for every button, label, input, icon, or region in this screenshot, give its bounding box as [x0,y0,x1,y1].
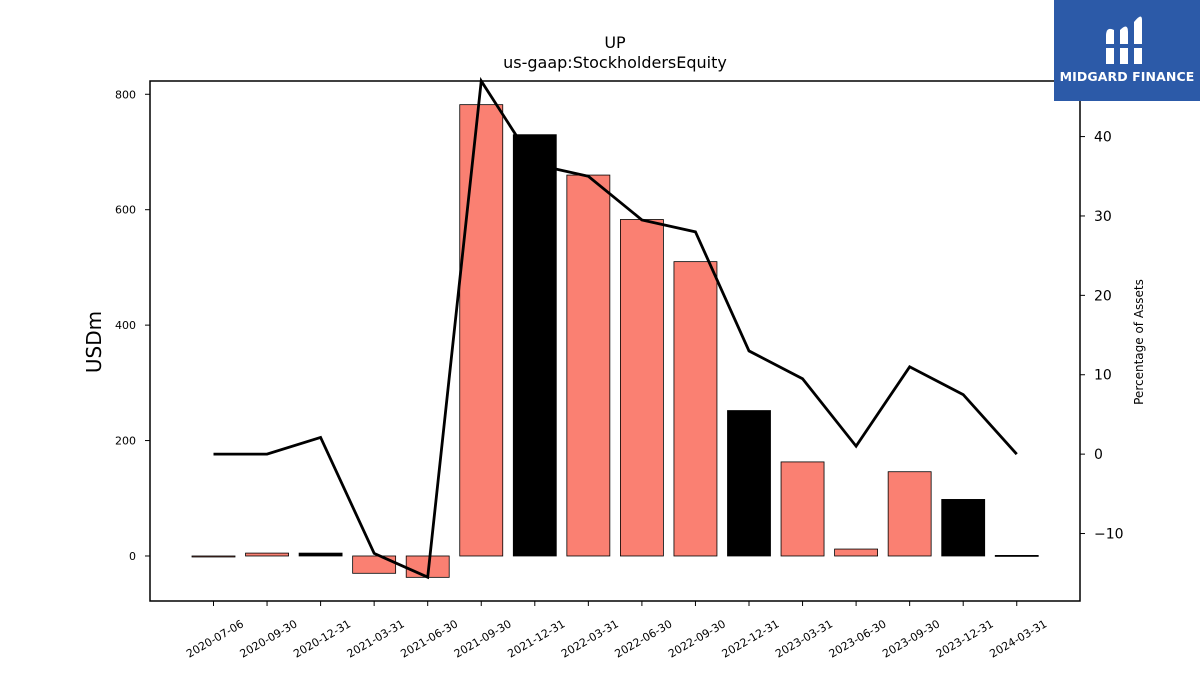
y-tick-label-600: 600 [115,204,136,217]
bar-2022-09-30 [673,261,718,557]
x-tick-label-2022-12-31: 2022-12-31 [720,617,782,660]
bar-2020-09-30 [245,552,289,557]
x-tick-label-2020-07-06: 2020-07-06 [184,617,246,660]
x-tick-label-2020-12-31: 2020-12-31 [291,617,353,660]
x-tick-label-2024-03-31: 2024-03-31 [987,617,1049,660]
x-tick-label-2023-03-31: 2023-03-31 [773,617,835,660]
x-tick-label-2021-03-31: 2021-03-31 [345,617,407,660]
bar-2022-12-31 [727,410,771,557]
bar-2021-03-31 [352,555,397,574]
y2-axis-label: Percentage of Assets [1132,279,1146,405]
percentage-line [213,76,1018,580]
bar-2022-03-31 [566,174,611,557]
y2-tick-label-20: 20 [1094,288,1112,304]
x-tick-label-2022-03-31: 2022-03-31 [559,617,621,660]
x-tick-label-2021-09-30: 2021-09-30 [452,617,514,660]
bar-2021-09-30 [459,104,504,557]
x-tick-label-2022-09-30: 2022-09-30 [666,617,728,660]
x-tick-label-2023-06-30: 2023-06-30 [827,617,889,660]
x-tick-label-2021-12-31: 2021-12-31 [505,617,567,660]
y2-tick-label-10: 10 [1094,368,1112,384]
bar-2024-03-31 [994,555,1039,557]
y-tick-label-0: 0 [129,550,136,563]
x-tick-label-2022-06-30: 2022-06-30 [613,617,675,660]
chart-title: UP [604,33,626,52]
y-axis-label: USDm [82,311,106,373]
y-tick-label-800: 800 [115,88,136,101]
y2-tick-label-0: 0 [1094,447,1103,463]
bar-2022-06-30 [620,219,664,557]
logo-text: MIDGARD FINANCE [1059,69,1195,84]
y2-tick-label-40: 40 [1094,130,1112,146]
x-tick-label-2023-09-30: 2023-09-30 [880,617,942,660]
y2-tick-label-30: 30 [1094,209,1112,225]
y2-tick-label--10: −10 [1094,527,1124,543]
bar-2023-12-31 [941,499,986,557]
chart-subtitle: us-gaap:StockholdersEquity [503,53,727,72]
y-tick-label-200: 200 [115,435,136,448]
x-tick-label-2021-06-30: 2021-06-30 [398,617,460,660]
bar-2023-09-30 [887,471,932,557]
y-tick-label-400: 400 [115,319,136,332]
bar-2023-06-30 [834,548,878,557]
bar-2020-07-06 [191,555,236,558]
plot-frame [149,80,1081,602]
bar-2020-12-31 [298,552,343,557]
x-tick-label-2023-12-31: 2023-12-31 [934,617,996,660]
bar-2023-03-31 [780,461,825,557]
bar-2021-12-31 [512,134,557,557]
x-tick-label-2020-09-30: 2020-09-30 [238,617,300,660]
brand-logo: MIDGARD FINANCE [1054,0,1200,101]
logo-mark-icon [1104,16,1144,65]
